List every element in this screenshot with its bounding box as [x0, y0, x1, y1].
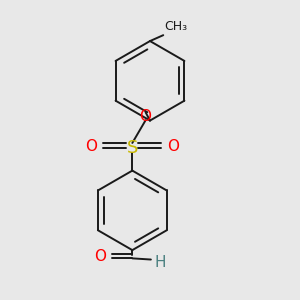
- Text: CH₃: CH₃: [165, 20, 188, 33]
- Text: O: O: [167, 139, 179, 154]
- Text: O: O: [94, 249, 106, 264]
- Text: O: O: [85, 139, 98, 154]
- Text: S: S: [127, 139, 138, 157]
- Text: H: H: [155, 255, 166, 270]
- Text: O: O: [140, 109, 152, 124]
